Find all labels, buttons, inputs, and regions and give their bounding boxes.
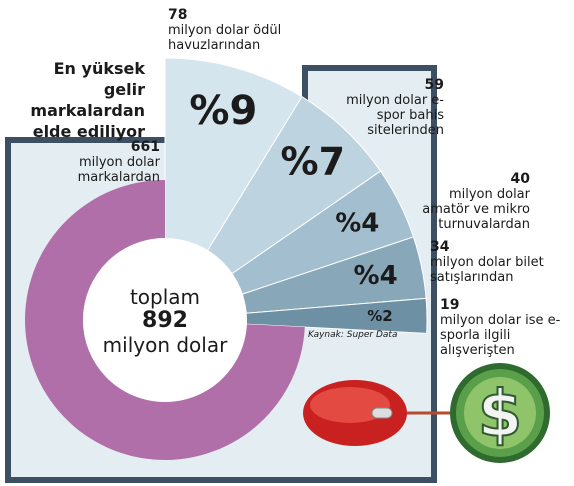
share-label: %2: [367, 307, 392, 325]
segment-label: 40 milyon dolar amatör ve mikro turnuvala…: [398, 171, 530, 233]
share-label: %9: [189, 88, 257, 134]
mouse-icon: [303, 380, 455, 446]
segment-value: 34: [430, 239, 450, 255]
segment-description: milyon dolar amatör ve mikro turnuvalard…: [422, 187, 530, 232]
segment-label: 661 milyon dolar markalardan: [40, 139, 160, 186]
ring-segment: [25, 180, 305, 460]
total-top: toplam: [129, 285, 201, 309]
segment-value: 59: [424, 77, 444, 93]
share-label: %4: [354, 261, 398, 291]
segment-description: milyon dolar e-spor bahis sitelerinden: [346, 93, 444, 138]
segment-value: 19: [440, 297, 460, 313]
segment-value: 661: [130, 139, 160, 155]
segment-value: 78: [168, 7, 188, 23]
segment-label: 59 milyon dolar e-spor bahis sitelerinden: [322, 77, 444, 139]
segment-description: milyon dolar ise e-sporla ilgili alışver…: [440, 313, 561, 358]
segment-label: 19 milyon dolar ise e-sporla ilgili alışv…: [440, 297, 570, 359]
title: En yüksek gelir markalardan elde ediliyo…: [30, 59, 145, 141]
share-label: %7: [281, 139, 346, 183]
total-unit: milyon dolar: [102, 333, 228, 357]
total-value: 892: [142, 308, 188, 333]
ring-hole: [83, 238, 247, 402]
segment-label: 78 milyon dolar ödül havuzlarından: [168, 7, 328, 54]
segment-value: 40: [510, 171, 530, 187]
total-box: toplam 892 milyon dolar: [90, 285, 240, 357]
svg-text:$: $: [478, 378, 523, 452]
segment-description: milyon dolar bilet satışlarından: [430, 255, 544, 285]
wedge: [164, 297, 428, 334]
source: Kaynak: Super Data: [308, 330, 398, 340]
segment-description: milyon dolar markalardan: [77, 155, 160, 185]
share-label: %4: [335, 208, 379, 238]
frame-join: [306, 140, 431, 150]
segment-label: 34 milyon dolar bilet satışlarından: [430, 239, 570, 286]
dollar-icon: $: [450, 363, 550, 463]
pie: %9 %7 %4 %4 %2: [25, 57, 428, 460]
segment-description: milyon dolar ödül havuzlarından: [168, 23, 282, 53]
